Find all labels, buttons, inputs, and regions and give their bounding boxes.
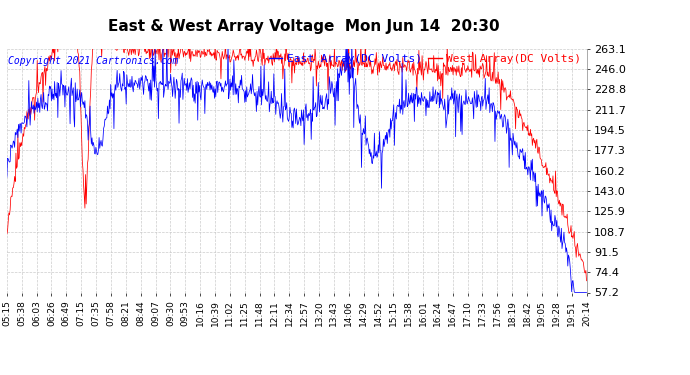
Text: East & West Array Voltage  Mon Jun 14  20:30: East & West Array Voltage Mon Jun 14 20:…	[108, 19, 500, 34]
Text: Copyright 2021 Cartronics.com: Copyright 2021 Cartronics.com	[8, 56, 179, 66]
Legend: East Array(DC Volts), West Array(DC Volts): East Array(DC Volts), West Array(DC Volt…	[268, 54, 581, 64]
